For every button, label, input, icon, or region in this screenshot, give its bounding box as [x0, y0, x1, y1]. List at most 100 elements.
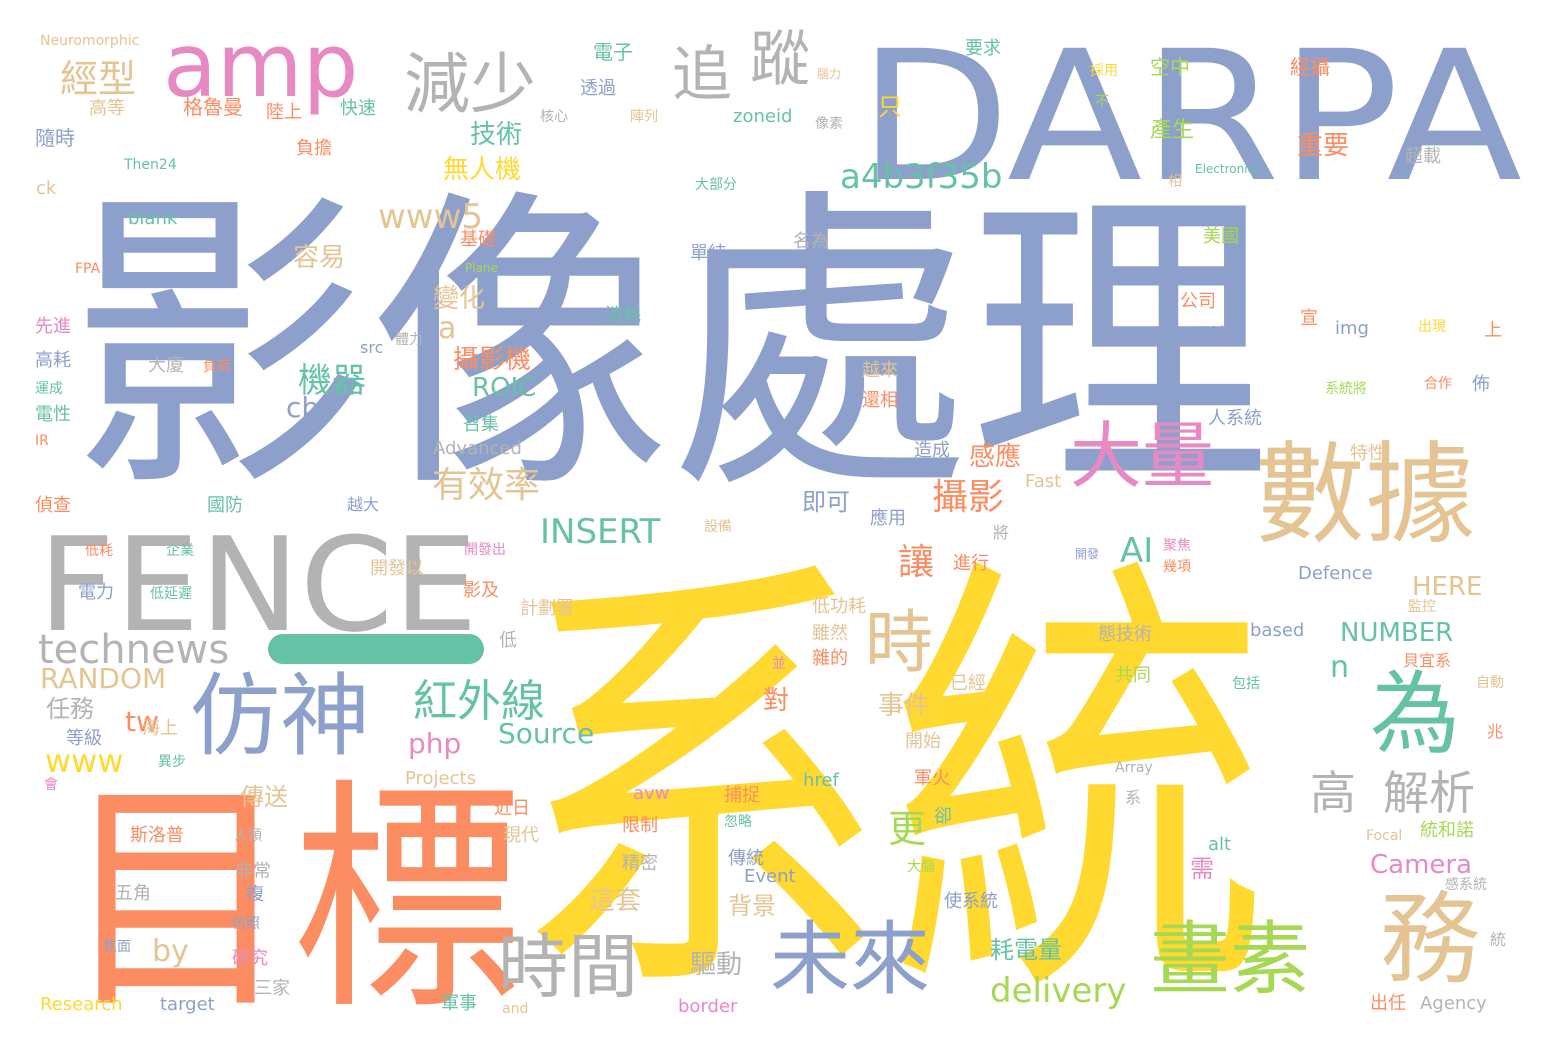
- cloud-word: 出任: [1370, 993, 1406, 1014]
- cloud-word: 系統: [510, 521, 1270, 1052]
- cloud-word: 公司: [1180, 291, 1216, 312]
- cloud-word: 先進: [35, 316, 71, 337]
- cloud-word: 這套: [589, 886, 642, 916]
- cloud-word: 人類: [234, 828, 262, 844]
- cloud-word: 召集: [463, 414, 499, 435]
- cloud-word: 紅外線: [413, 676, 545, 727]
- cloud-word: target: [160, 994, 215, 1015]
- cloud-word: 造成: [914, 440, 950, 461]
- cloud-word: 開發以: [370, 558, 424, 579]
- cloud-word: 攝影: [932, 477, 1005, 518]
- cloud-word: 低延遲: [150, 586, 192, 602]
- cloud-word: 現代: [503, 825, 539, 846]
- cloud-word: 焦面: [103, 939, 131, 955]
- cloud-word: 國防: [207, 495, 243, 516]
- cloud-word: Electronics: [1195, 162, 1261, 176]
- cloud-word: 任務: [46, 695, 94, 723]
- cloud-word: 開發: [1075, 547, 1100, 561]
- cloud-word: www: [45, 742, 124, 780]
- cloud-word: 對: [763, 686, 790, 716]
- cloud-word: 陸上: [266, 102, 302, 123]
- cloud-word: 監控: [1408, 599, 1436, 615]
- cloud-word: 幾項: [1163, 559, 1191, 575]
- cloud-word: 低: [499, 630, 517, 651]
- cloud-word: 大腦: [907, 859, 935, 875]
- cloud-word: 核心: [540, 109, 568, 125]
- cloud-word: 出現: [1418, 319, 1446, 335]
- cloud-word: ck: [36, 178, 57, 199]
- cloud-word: 超載: [1405, 146, 1441, 167]
- cloud-word: Camera: [1370, 850, 1473, 880]
- cloud-word: 負荷: [203, 359, 231, 375]
- cloud-word: 低功耗: [812, 596, 866, 617]
- cloud-word: 兆: [1487, 722, 1504, 741]
- cloud-word: 消耗: [605, 305, 641, 326]
- cloud-word: 隨時: [35, 126, 75, 150]
- cloud-word: 低耗: [85, 543, 113, 559]
- cloud-word: Source: [498, 717, 595, 750]
- cloud-word: 會: [44, 777, 58, 793]
- cloud-word: 感系統: [1445, 877, 1487, 893]
- cloud-word: 傳統: [728, 848, 764, 869]
- cloud-word: Agency: [1420, 993, 1487, 1014]
- cloud-word: 偵查: [35, 495, 71, 516]
- cloud-word: 時: [865, 604, 934, 683]
- cloud-word: 共同: [1115, 665, 1151, 686]
- cloud-word: Then24: [124, 157, 177, 173]
- cloud-word: 態技術: [1098, 624, 1152, 645]
- cloud-word: ROIC: [472, 373, 537, 403]
- green-bar: [268, 634, 484, 664]
- cloud-word: amp: [163, 14, 359, 117]
- cloud-word: 大廈: [148, 355, 184, 376]
- cloud-word: Plane: [465, 261, 498, 275]
- cloud-word: 系: [1125, 788, 1142, 807]
- cloud-word: 開發出: [464, 542, 506, 558]
- cloud-word: 經型: [60, 57, 137, 101]
- cloud-word: 自動: [1476, 675, 1504, 691]
- cloud-word: 變化: [433, 284, 486, 314]
- cloud-word: 相: [1168, 174, 1182, 190]
- cloud-word: Advanced: [433, 438, 522, 459]
- cloud-word: Fast: [1025, 471, 1062, 492]
- cloud-word: 體力: [395, 332, 423, 348]
- cloud-word: 包括: [1232, 676, 1260, 692]
- cloud-word: 解析: [1383, 766, 1475, 820]
- cloud-word: 近日: [494, 798, 530, 819]
- cloud-word: 事件: [878, 691, 931, 721]
- cloud-word: Focal: [1366, 828, 1403, 844]
- cloud-word: 數據: [1255, 431, 1475, 559]
- cloud-word: Research: [40, 994, 123, 1015]
- cloud-word: src: [360, 338, 384, 357]
- cloud-word: zoneid: [733, 106, 793, 127]
- cloud-word: 電性: [35, 404, 71, 425]
- cloud-word: 目標: [62, 759, 523, 1043]
- cloud-word: Neuromorphic: [40, 33, 140, 49]
- cloud-word: 讓: [898, 542, 935, 583]
- cloud-word: 耗電量: [990, 936, 1062, 964]
- cloud-word: 為: [1370, 662, 1460, 767]
- cloud-word: 傳送: [240, 783, 288, 811]
- cloud-word: 採用: [1090, 63, 1118, 79]
- cloud-word: 已經: [950, 673, 986, 694]
- cloud-word: 宣: [1300, 308, 1318, 329]
- cloud-word: 蹤: [750, 25, 810, 95]
- cloud-word: 軍事: [441, 993, 477, 1014]
- cloud-word: by: [152, 934, 189, 969]
- cloud-word: 務: [1380, 881, 1480, 998]
- cloud-word: 有效率: [432, 465, 541, 506]
- cloud-word: 透過: [580, 78, 616, 99]
- cloud-word: avw: [633, 783, 670, 804]
- cloud-word: INSERT: [540, 512, 661, 552]
- cloud-word: 基礎: [460, 229, 496, 250]
- cloud-word: 攝影機: [453, 345, 532, 375]
- cloud-word: 應用: [870, 508, 906, 529]
- cloud-word: n: [1330, 650, 1350, 685]
- cloud-word: cb: [286, 391, 320, 424]
- cloud-word: 忽略: [724, 814, 752, 830]
- cloud-word: a: [438, 311, 457, 346]
- cloud-word: 電力: [78, 582, 114, 603]
- cloud-word: 企業: [166, 543, 194, 559]
- cloud-word: a4b3f35b: [840, 157, 1003, 197]
- cloud-word: technews: [38, 627, 230, 673]
